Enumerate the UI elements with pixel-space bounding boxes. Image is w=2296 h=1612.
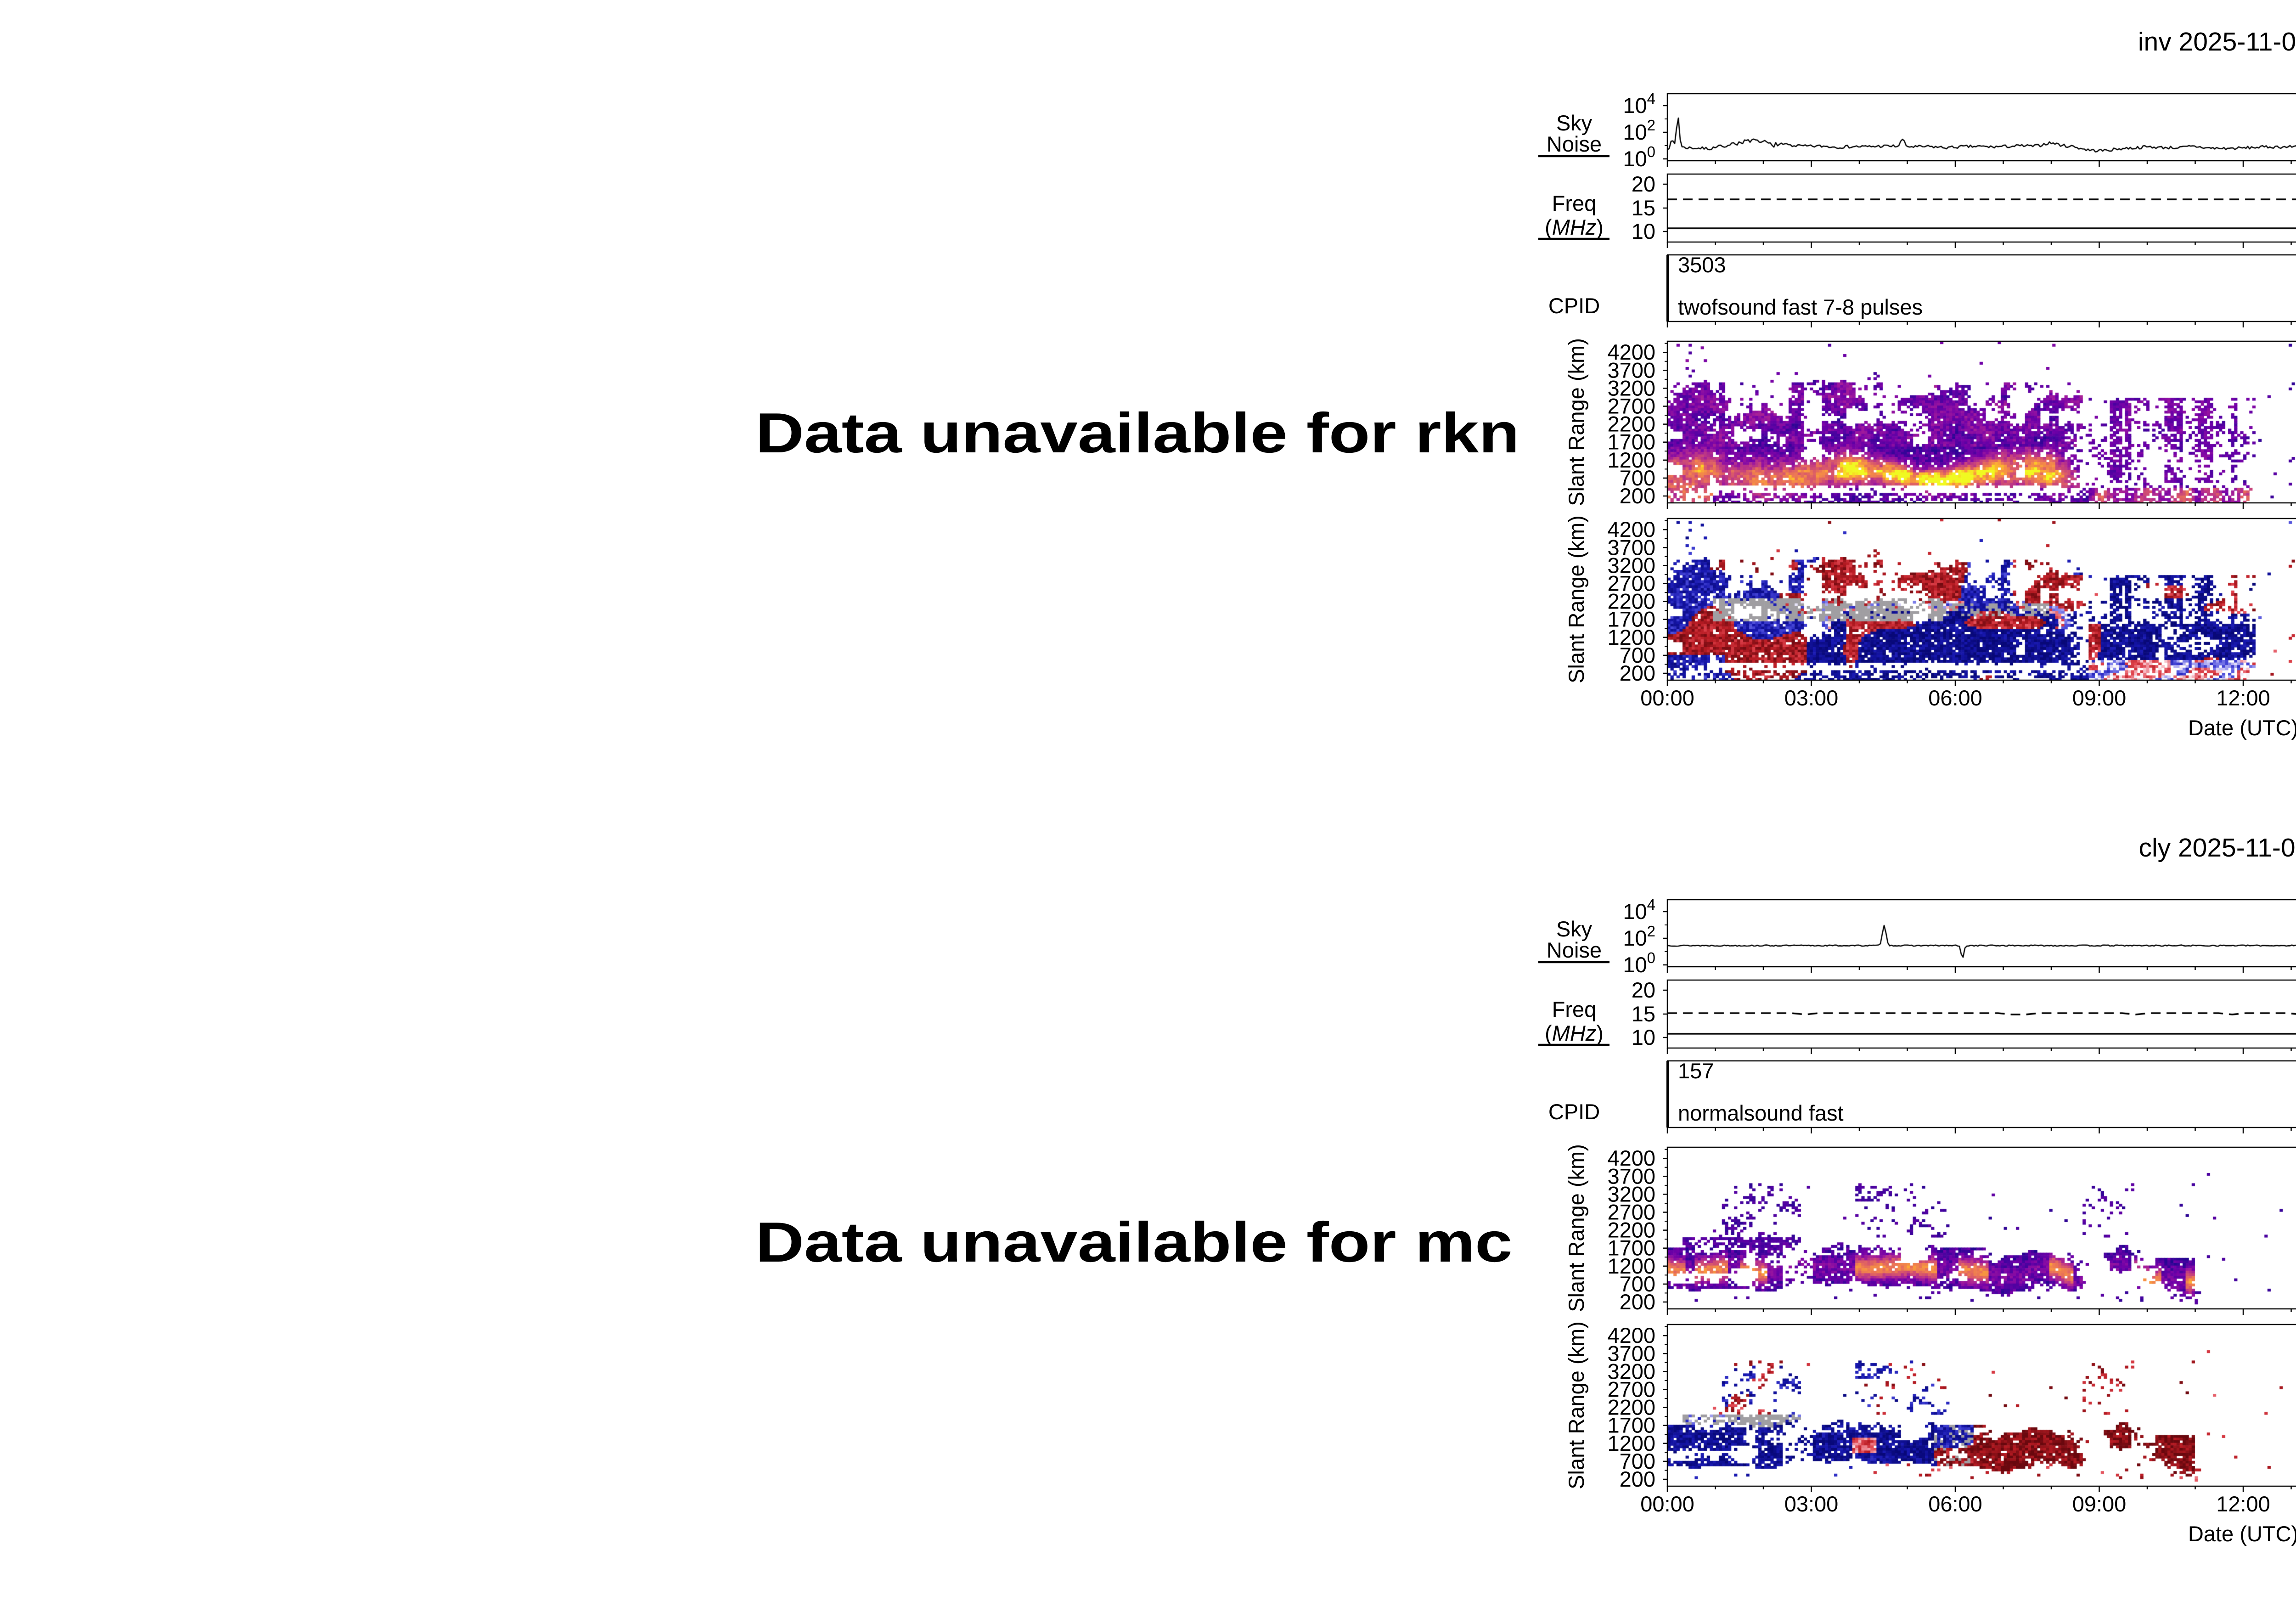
svg-text:104: 104 <box>1623 896 1655 924</box>
svg-text:12:00: 12:00 <box>2216 686 2270 710</box>
svg-text:15: 15 <box>1632 1002 1655 1026</box>
svg-text:Slant Range (km): Slant Range (km) <box>1564 515 1588 683</box>
svg-text:Slant Range (km): Slant Range (km) <box>1564 338 1588 506</box>
svg-text:2700: 2700 <box>1607 571 1655 596</box>
svg-text:10: 10 <box>1632 1025 1655 1049</box>
svg-text:3503: 3503 <box>1678 253 1726 277</box>
svg-text:twofsound fast 7-8 pulses: twofsound fast 7-8 pulses <box>1678 295 1923 319</box>
svg-text:00:00: 00:00 <box>1640 1492 1694 1516</box>
svg-text:Freq: Freq <box>1552 191 1597 215</box>
svg-text:100: 100 <box>1623 949 1655 977</box>
svg-text:20: 20 <box>1632 978 1655 1002</box>
svg-text:3200: 3200 <box>1607 1182 1655 1206</box>
svg-text:1700: 1700 <box>1607 430 1655 454</box>
svg-text:200: 200 <box>1620 661 1655 685</box>
svg-text:700: 700 <box>1620 1272 1655 1296</box>
svg-text:normalsound fast: normalsound fast <box>1678 1101 1844 1125</box>
svg-text:Date (UTC): Date (UTC) <box>2188 716 2296 740</box>
svg-text:(MHz): (MHz) <box>1545 215 1604 239</box>
svg-text:03:00: 03:00 <box>1784 1492 1839 1516</box>
svg-text:102: 102 <box>1623 117 1655 144</box>
svg-text:Sky: Sky <box>1556 917 1593 941</box>
svg-text:Date (UTC): Date (UTC) <box>2188 1522 2296 1546</box>
svg-text:(MHz): (MHz) <box>1545 1021 1604 1045</box>
svg-text:3200: 3200 <box>1607 553 1655 577</box>
svg-text:12:00: 12:00 <box>2216 1492 2270 1516</box>
svg-text:1200: 1200 <box>1607 1254 1655 1278</box>
svg-text:3700: 3700 <box>1607 535 1655 559</box>
svg-text:104: 104 <box>1623 90 1655 118</box>
svg-text:CPID: CPID <box>1548 1099 1600 1124</box>
svg-text:1700: 1700 <box>1607 1413 1655 1437</box>
svg-text:2200: 2200 <box>1607 1395 1655 1420</box>
svg-text:10: 10 <box>1632 219 1655 243</box>
svg-text:200: 200 <box>1620 1290 1655 1314</box>
svg-text:00:00: 00:00 <box>1640 686 1694 710</box>
svg-text:inv 2025-11-08 Beam 7: inv 2025-11-08 Beam 7 <box>2138 27 2296 56</box>
svg-text:2200: 2200 <box>1607 589 1655 614</box>
svg-text:2700: 2700 <box>1607 394 1655 418</box>
svg-text:3200: 3200 <box>1607 376 1655 400</box>
svg-text:4200: 4200 <box>1607 517 1655 541</box>
svg-text:2700: 2700 <box>1607 1377 1655 1402</box>
svg-text:2700: 2700 <box>1607 1200 1655 1224</box>
svg-text:Freq: Freq <box>1552 997 1597 1021</box>
svg-text:3200: 3200 <box>1607 1359 1655 1383</box>
svg-text:157: 157 <box>1678 1059 1714 1083</box>
svg-text:4200: 4200 <box>1607 340 1655 364</box>
svg-text:3700: 3700 <box>1607 358 1655 382</box>
svg-text:3700: 3700 <box>1607 1341 1655 1365</box>
svg-text:06:00: 06:00 <box>1928 686 1982 710</box>
svg-text:200: 200 <box>1620 1467 1655 1491</box>
svg-text:4200: 4200 <box>1607 1323 1655 1347</box>
svg-text:200: 200 <box>1620 484 1655 508</box>
svg-text:1200: 1200 <box>1607 625 1655 649</box>
svg-text:2200: 2200 <box>1607 412 1655 436</box>
svg-text:15: 15 <box>1632 196 1655 220</box>
svg-text:100: 100 <box>1623 143 1655 171</box>
svg-text:700: 700 <box>1620 643 1655 667</box>
svg-text:Noise: Noise <box>1547 132 1602 156</box>
svg-text:Sky: Sky <box>1556 111 1593 135</box>
svg-text:700: 700 <box>1620 1449 1655 1473</box>
svg-text:1700: 1700 <box>1607 607 1655 631</box>
svg-text:3700: 3700 <box>1607 1164 1655 1188</box>
svg-text:Slant Range (km): Slant Range (km) <box>1564 1144 1588 1312</box>
svg-text:cly 2025-11-05 Beam 7: cly 2025-11-05 Beam 7 <box>2138 833 2296 862</box>
svg-text:2200: 2200 <box>1607 1218 1655 1242</box>
svg-text:1700: 1700 <box>1607 1236 1655 1260</box>
svg-text:09:00: 09:00 <box>2072 686 2127 710</box>
svg-text:03:00: 03:00 <box>1784 686 1839 710</box>
svg-text:CPID: CPID <box>1548 293 1600 318</box>
svg-text:06:00: 06:00 <box>1928 1492 1982 1516</box>
svg-text:1200: 1200 <box>1607 1431 1655 1455</box>
svg-text:4200: 4200 <box>1607 1146 1655 1170</box>
svg-text:09:00: 09:00 <box>2072 1492 2127 1516</box>
svg-text:Slant Range (km): Slant Range (km) <box>1564 1321 1588 1489</box>
svg-text:102: 102 <box>1623 923 1655 950</box>
svg-text:20: 20 <box>1632 172 1655 196</box>
svg-text:1200: 1200 <box>1607 448 1655 472</box>
svg-text:700: 700 <box>1620 466 1655 490</box>
svg-text:Noise: Noise <box>1547 938 1602 962</box>
